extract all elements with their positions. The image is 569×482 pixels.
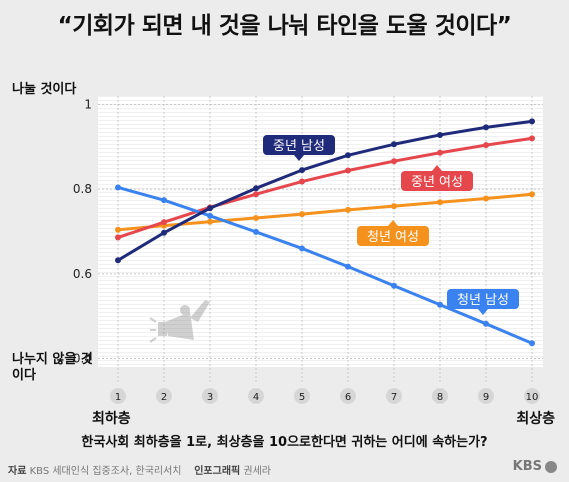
series-label-tail	[432, 165, 442, 171]
data-point	[437, 131, 443, 138]
credit-text: 권세라	[243, 466, 272, 477]
series-label: 중년 여성	[411, 175, 463, 190]
y-axis-top-label: 나눌 것이다	[12, 82, 77, 97]
data-point	[529, 191, 535, 198]
data-point	[391, 158, 397, 165]
data-point	[253, 191, 259, 198]
x-tick-label: 9	[483, 392, 489, 403]
x-tick-marker	[432, 388, 448, 404]
x-tick-marker	[248, 388, 264, 404]
data-point	[345, 206, 351, 213]
data-point	[161, 219, 167, 226]
series-line	[116, 136, 534, 239]
series-label: 중년 남성	[273, 139, 325, 154]
credit-label: 인포그래픽	[194, 466, 241, 477]
data-point	[529, 340, 535, 347]
data-point	[253, 214, 259, 221]
x-tick-marker	[110, 388, 126, 404]
data-point	[161, 197, 167, 204]
series-line	[116, 185, 534, 345]
data-point	[345, 167, 351, 174]
x-tick-label: 4	[253, 392, 259, 403]
source-label: 자료	[8, 466, 27, 477]
x-tick-label: 6	[345, 392, 351, 403]
x-tick-label: 1	[115, 392, 121, 403]
kbs-logo: KBS	[513, 459, 557, 474]
source-text: KBS 세대인식 집중조사, 한국리서치	[29, 466, 182, 477]
x-tick-marker	[524, 388, 540, 404]
x-axis-left-label: 최하층	[92, 411, 131, 427]
y-tick-label: 0.8	[73, 182, 92, 196]
y-tick-label: 0.4	[73, 352, 92, 366]
data-point	[391, 282, 397, 289]
series-label-bg	[447, 289, 519, 309]
data-point	[391, 141, 397, 148]
data-point	[115, 184, 121, 191]
x-tick-marker	[478, 388, 494, 404]
data-point	[483, 124, 489, 131]
x-tick-label: 10	[526, 392, 539, 403]
data-point	[207, 212, 213, 219]
x-tick-marker	[386, 388, 402, 404]
series-label-bg	[263, 135, 335, 155]
x-axis-question: 한국사회 최하층을 1로, 최상층을 10으로한다면 귀하는 어디에 속하는가?	[81, 435, 488, 450]
data-point	[345, 152, 351, 159]
data-point	[207, 218, 213, 225]
series-label-tail	[388, 220, 398, 226]
x-tick-marker	[156, 388, 172, 404]
logo-circle-icon	[545, 460, 557, 473]
data-point	[115, 226, 121, 233]
data-point	[391, 203, 397, 210]
series-label-bg	[401, 171, 473, 191]
data-point	[207, 205, 213, 212]
data-point	[115, 234, 121, 241]
series-line	[116, 192, 534, 232]
data-point	[345, 263, 351, 270]
data-point	[253, 185, 259, 192]
data-point	[483, 195, 489, 202]
x-tick-label: 8	[437, 392, 443, 403]
x-tick-label: 7	[391, 392, 397, 403]
source-footer: 자료 KBS 세대인식 집중조사, 한국리서치 인포그래픽 권세라	[8, 462, 271, 477]
data-point	[115, 257, 121, 264]
data-point	[299, 211, 305, 218]
x-tick-marker	[202, 388, 218, 404]
data-point	[299, 167, 305, 174]
series-label: 청년 여성	[367, 230, 419, 245]
series-line	[116, 119, 534, 262]
data-point	[437, 301, 443, 308]
x-tick-label: 3	[207, 392, 213, 403]
x-axis-right-label: 최상층	[516, 411, 555, 427]
data-point	[437, 149, 443, 156]
data-point	[529, 118, 535, 125]
x-tick-label: 5	[299, 392, 305, 403]
data-point	[299, 245, 305, 252]
data-point	[253, 228, 259, 235]
series-label-tail	[478, 309, 488, 315]
data-point	[161, 229, 167, 236]
x-tick-label: 2	[161, 392, 167, 403]
data-point	[529, 135, 535, 142]
y-tick-label: 1	[84, 97, 92, 111]
page-title: “기회가 되면 내 것을 나눠 타인을 도울 것이다”	[57, 13, 512, 39]
y-axis-bottom-label: 나누지 않을 것이다	[12, 352, 93, 383]
data-point	[483, 320, 489, 327]
x-tick-marker	[294, 388, 310, 404]
data-point	[483, 142, 489, 149]
series-label-bg	[357, 226, 429, 246]
series-label: 청년 남성	[457, 293, 509, 308]
series-label-tail	[294, 155, 304, 161]
megaphone-icon	[149, 300, 210, 343]
data-point	[299, 178, 305, 185]
x-tick-marker	[340, 388, 356, 404]
data-point	[437, 199, 443, 206]
logo-text: KBS	[512, 459, 542, 474]
y-tick-label: 0.6	[73, 267, 92, 281]
